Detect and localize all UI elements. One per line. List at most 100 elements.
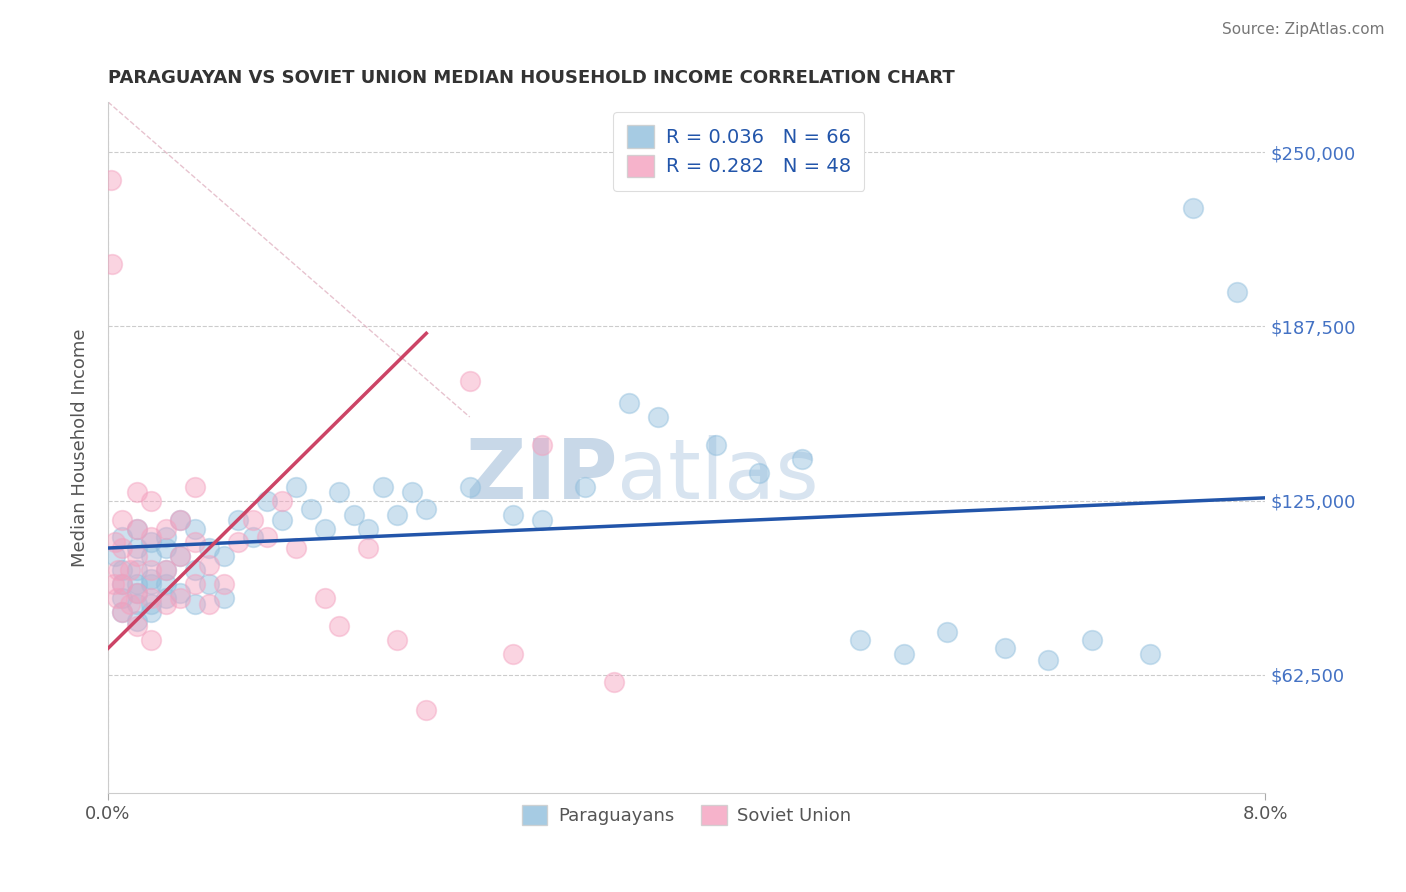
Point [105, 591, 128, 606]
Point [141, 563, 163, 577]
Point [111, 605, 134, 619]
Point [357, 521, 380, 535]
Point [111, 577, 134, 591]
Point [125, 549, 148, 564]
Point [155, 530, 177, 544]
Point [285, 480, 308, 494]
Point [184, 597, 207, 611]
Point [141, 549, 163, 564]
Point [111, 530, 134, 544]
Point [936, 624, 959, 639]
Point [118, 563, 141, 577]
Point [299, 502, 322, 516]
Point [1182, 201, 1205, 215]
Point [125, 521, 148, 535]
Point [212, 577, 235, 591]
Point [704, 438, 727, 452]
Point [994, 641, 1017, 656]
Point [141, 633, 163, 648]
Point [141, 577, 163, 591]
Point [270, 493, 292, 508]
Point [141, 493, 163, 508]
Point [328, 619, 350, 633]
Point [107, 563, 129, 577]
Point [104, 535, 127, 549]
Point [198, 597, 221, 611]
Point [387, 508, 409, 522]
Point [242, 530, 264, 544]
Y-axis label: Median Household Income: Median Household Income [72, 328, 89, 567]
Point [314, 521, 336, 535]
Point [111, 541, 134, 555]
Point [415, 502, 437, 516]
Point [458, 374, 481, 388]
Point [155, 563, 177, 577]
Point [387, 633, 409, 648]
Point [184, 577, 207, 591]
Point [125, 597, 148, 611]
Point [125, 521, 148, 535]
Point [101, 257, 124, 271]
Point [242, 513, 264, 527]
Point [212, 591, 235, 606]
Point [212, 549, 235, 564]
Point [155, 577, 177, 591]
Point [169, 549, 191, 564]
Point [357, 541, 380, 555]
Point [849, 633, 872, 648]
Point [198, 577, 221, 591]
Point [125, 541, 148, 555]
Point [617, 396, 640, 410]
Point [169, 513, 191, 527]
Point [141, 597, 163, 611]
Point [184, 480, 207, 494]
Point [103, 577, 125, 591]
Text: PARAGUAYAN VS SOVIET UNION MEDIAN HOUSEHOLD INCOME CORRELATION CHART: PARAGUAYAN VS SOVIET UNION MEDIAN HOUSEH… [108, 69, 955, 87]
Point [1081, 633, 1104, 648]
Point [111, 563, 134, 577]
Point [184, 563, 207, 577]
Point [1038, 652, 1060, 666]
Point [1225, 285, 1247, 299]
Point [198, 541, 221, 555]
Point [401, 485, 423, 500]
Text: ZIP: ZIP [465, 434, 617, 516]
Point [141, 572, 163, 586]
Point [125, 563, 148, 577]
Point [111, 591, 134, 606]
Point [502, 647, 524, 661]
Point [198, 558, 221, 572]
Point [371, 480, 394, 494]
Point [141, 535, 163, 549]
Point [314, 591, 336, 606]
Point [893, 647, 915, 661]
Point [285, 541, 308, 555]
Point [155, 597, 177, 611]
Point [343, 508, 366, 522]
Point [125, 577, 148, 591]
Point [118, 597, 141, 611]
Point [125, 485, 148, 500]
Point [574, 480, 596, 494]
Point [125, 619, 148, 633]
Point [169, 513, 191, 527]
Point [125, 585, 148, 599]
Point [270, 513, 292, 527]
Point [155, 541, 177, 555]
Point [155, 521, 177, 535]
Point [125, 585, 148, 599]
Point [141, 591, 163, 606]
Text: Source: ZipAtlas.com: Source: ZipAtlas.com [1222, 22, 1385, 37]
Point [226, 535, 249, 549]
Point [792, 451, 814, 466]
Point [502, 508, 524, 522]
Point [100, 173, 122, 187]
Point [458, 480, 481, 494]
Point [111, 605, 134, 619]
Point [328, 485, 350, 500]
Text: atlas: atlas [617, 434, 820, 516]
Point [125, 614, 148, 628]
Point [155, 563, 177, 577]
Legend: Paraguayans, Soviet Union: Paraguayans, Soviet Union [515, 797, 859, 833]
Point [104, 549, 127, 564]
